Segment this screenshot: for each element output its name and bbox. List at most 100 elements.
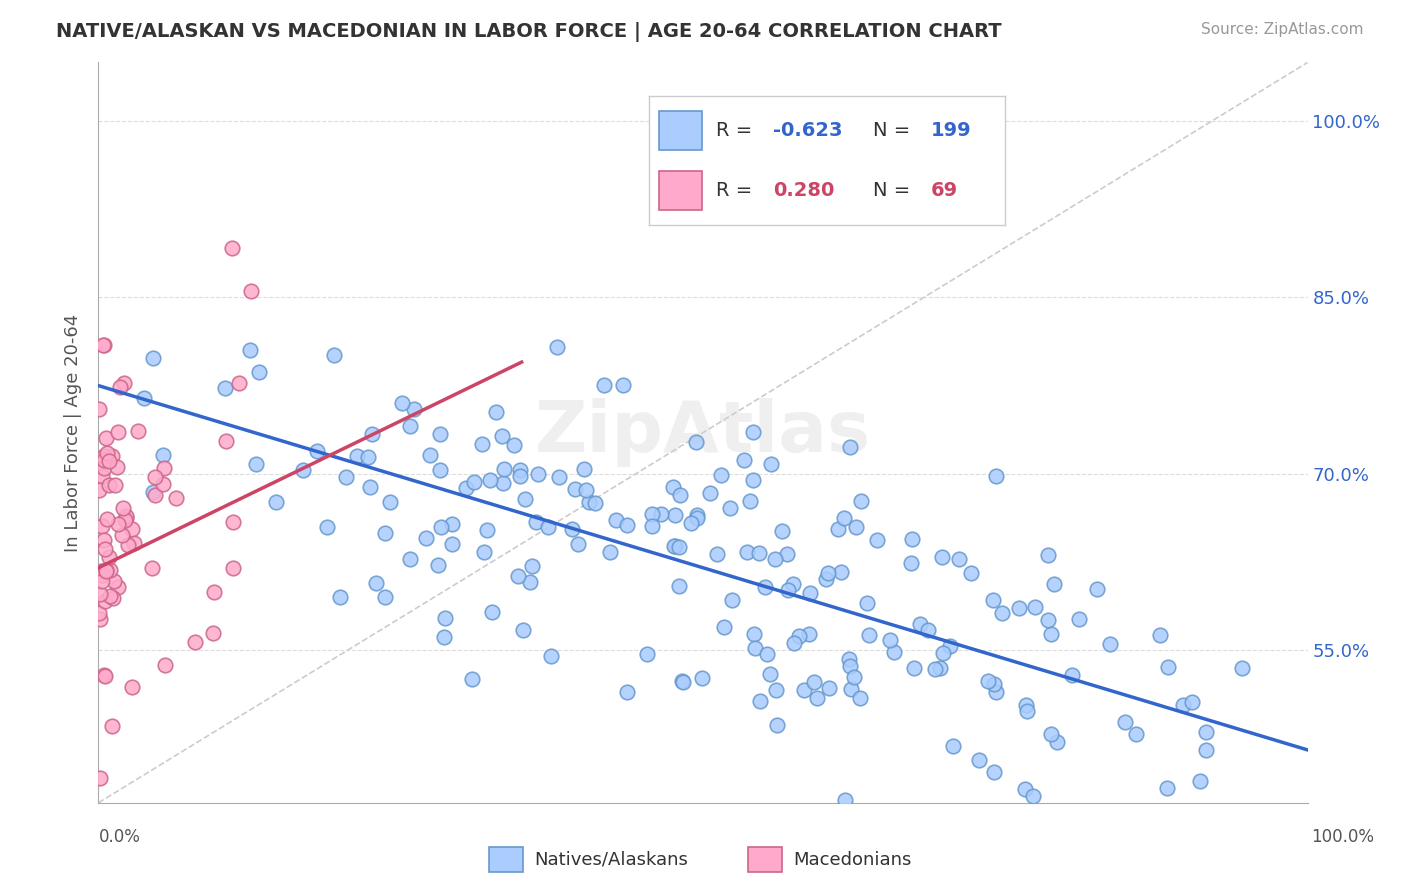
Point xyxy=(583,496,606,510)
Point xyxy=(479,474,502,488)
Point xyxy=(93,668,115,682)
Point xyxy=(1015,704,1038,718)
Point xyxy=(977,674,1000,689)
Point xyxy=(537,520,560,534)
Point xyxy=(89,587,111,601)
Point xyxy=(1156,780,1178,795)
Point xyxy=(142,484,165,499)
Point xyxy=(491,476,513,491)
Point xyxy=(770,524,793,538)
Point xyxy=(855,596,877,610)
Point xyxy=(959,566,981,580)
Point xyxy=(838,652,860,666)
Point xyxy=(93,533,115,547)
Point xyxy=(94,669,117,683)
Point xyxy=(803,675,825,690)
Point xyxy=(754,580,776,594)
Point xyxy=(1195,725,1218,739)
Point xyxy=(967,754,990,768)
Point xyxy=(624,806,647,821)
Point xyxy=(672,674,695,689)
Point xyxy=(91,337,114,351)
Point xyxy=(247,365,270,379)
Point xyxy=(291,463,314,477)
Point xyxy=(1008,601,1031,615)
Point xyxy=(1038,548,1060,562)
Point xyxy=(316,520,339,534)
Point xyxy=(222,516,245,530)
Point xyxy=(89,772,111,786)
Point xyxy=(93,452,115,467)
Point xyxy=(402,402,425,417)
Point xyxy=(329,590,352,604)
Point xyxy=(924,662,946,676)
Point xyxy=(1073,809,1095,823)
Bar xyxy=(748,847,782,872)
Point xyxy=(94,564,117,578)
Point xyxy=(1046,735,1069,749)
Point xyxy=(818,681,841,695)
Point xyxy=(374,591,396,605)
Point xyxy=(776,547,799,561)
Point xyxy=(107,425,129,440)
Point xyxy=(984,684,1007,698)
Point xyxy=(114,513,136,527)
Point xyxy=(239,343,262,358)
Point xyxy=(1099,637,1122,651)
Point xyxy=(983,764,1005,779)
Point xyxy=(107,580,129,594)
Point xyxy=(87,606,110,620)
Point xyxy=(942,739,965,753)
Point xyxy=(93,449,115,463)
Point xyxy=(359,480,381,494)
Point xyxy=(650,508,672,522)
Point xyxy=(240,284,263,298)
Point xyxy=(121,522,143,536)
Point xyxy=(360,426,382,441)
Point xyxy=(94,594,117,608)
Point xyxy=(686,508,709,522)
Point xyxy=(1125,727,1147,741)
Text: Source: ZipAtlas.com: Source: ZipAtlas.com xyxy=(1201,22,1364,37)
Point xyxy=(419,448,441,462)
Text: NATIVE/ALASKAN VS MACEDONIAN IN LABOR FORCE | AGE 20-64 CORRELATION CHART: NATIVE/ALASKAN VS MACEDONIAN IN LABOR FO… xyxy=(56,22,1002,42)
Point xyxy=(491,429,513,443)
Point xyxy=(575,483,598,497)
Point xyxy=(122,535,145,549)
Point xyxy=(1157,659,1180,673)
Point xyxy=(787,629,810,643)
Point xyxy=(471,436,494,450)
Point xyxy=(221,242,243,256)
Point xyxy=(429,463,451,477)
Point xyxy=(765,683,787,698)
Y-axis label: In Labor Force | Age 20-64: In Labor Force | Age 20-64 xyxy=(65,313,83,552)
Point xyxy=(165,491,187,506)
Point xyxy=(931,550,953,565)
Point xyxy=(380,495,402,509)
Point xyxy=(578,495,600,509)
Point xyxy=(845,519,868,533)
Point xyxy=(101,719,124,733)
Point xyxy=(433,611,456,625)
Text: 0.0%: 0.0% xyxy=(98,828,141,846)
Point xyxy=(1024,600,1046,615)
Point xyxy=(1181,695,1204,709)
Text: Natives/Alaskans: Natives/Alaskans xyxy=(534,851,688,869)
Point xyxy=(1149,628,1171,642)
Point xyxy=(748,694,770,708)
Point xyxy=(983,677,1005,691)
Point xyxy=(948,551,970,566)
Point xyxy=(759,667,782,681)
Point xyxy=(152,476,174,491)
Point xyxy=(910,617,932,632)
Point xyxy=(143,488,166,502)
Point xyxy=(1039,727,1062,741)
Point xyxy=(572,462,595,476)
Point xyxy=(519,575,541,590)
Point xyxy=(763,551,786,566)
Point xyxy=(481,605,503,619)
Point xyxy=(699,486,721,500)
Point xyxy=(561,522,583,536)
Point xyxy=(103,574,125,588)
Point xyxy=(706,547,728,561)
